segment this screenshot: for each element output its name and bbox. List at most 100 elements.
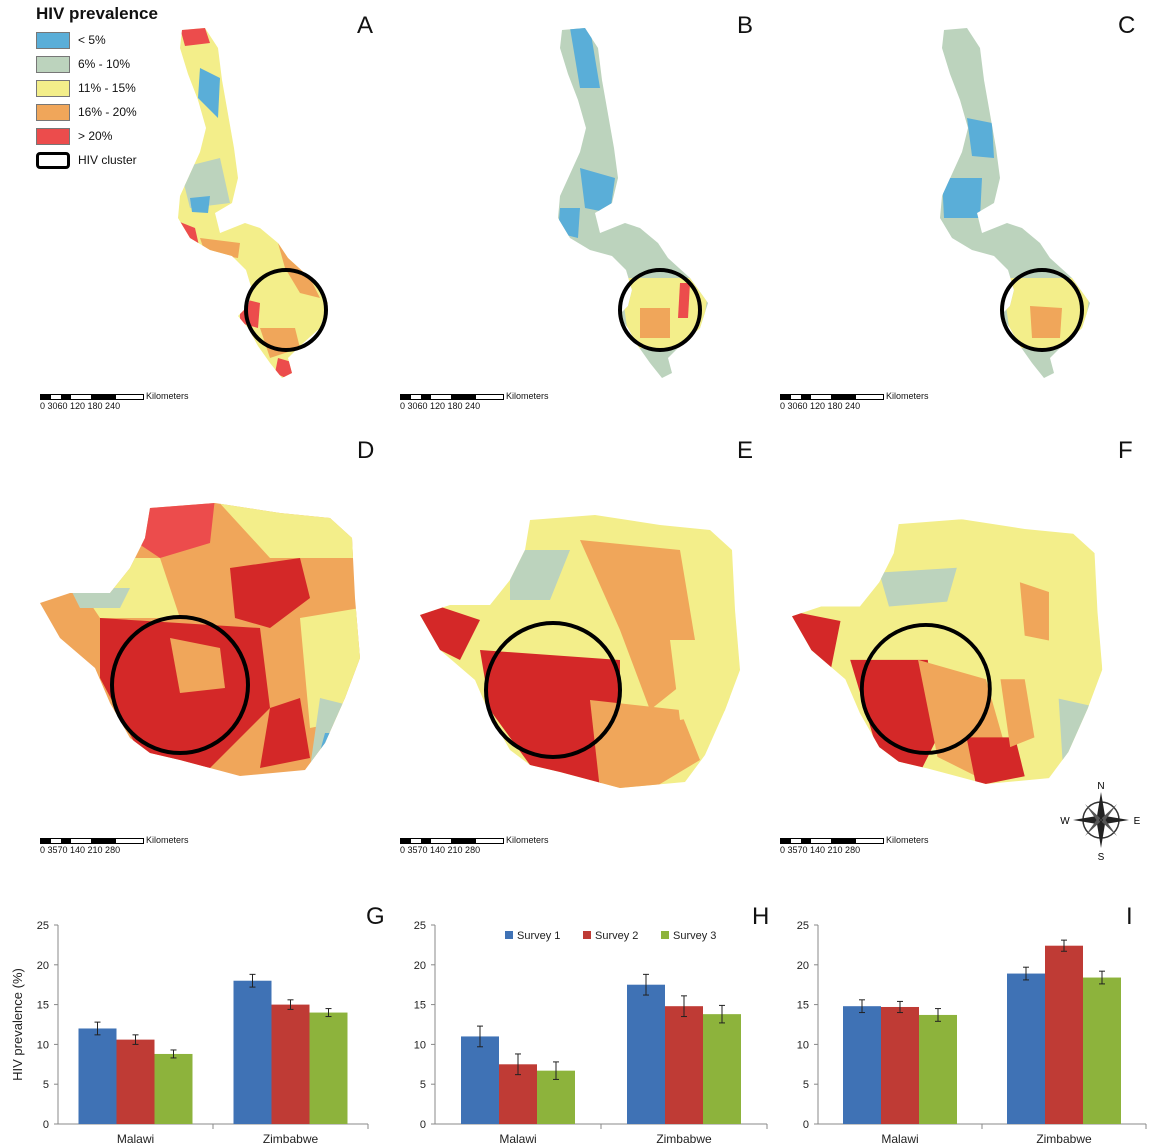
legend-swatch <box>36 31 70 49</box>
legend-item: < 5% <box>36 28 186 52</box>
legend-item: HIV cluster <box>36 148 186 172</box>
hiv-cluster-circle <box>110 615 250 755</box>
bar <box>665 1006 703 1124</box>
compass-w: W <box>1060 816 1070 827</box>
compass-n: N <box>1097 781 1104 792</box>
legend-swatch <box>36 127 70 145</box>
scale-unit: Kilometers <box>886 835 929 845</box>
bar <box>233 980 272 1124</box>
y-tick-label: 5 <box>803 1079 809 1091</box>
panel-label-b: B <box>737 12 754 39</box>
legend-label: 16% - 20% <box>78 105 137 119</box>
legend-item: 16% - 20% <box>36 100 186 124</box>
legend-label: Survey 2 <box>595 930 638 942</box>
bar <box>1045 945 1083 1124</box>
legend-label: 6% - 10% <box>78 57 131 71</box>
scale-unit: Kilometers <box>506 835 549 845</box>
y-tick-label: 0 <box>420 1119 426 1131</box>
scale-ticks: 0 3570 140 210 280 <box>40 845 121 855</box>
legend-item: 6% - 10% <box>36 52 186 76</box>
y-tick-label: 0 <box>803 1119 809 1131</box>
bar <box>309 1012 348 1124</box>
y-tick-label: 15 <box>37 1000 49 1012</box>
scale-ticks: 0 3060 120 180 240 <box>400 401 481 411</box>
y-tick-label: 15 <box>797 1000 809 1012</box>
legend-swatch <box>661 931 669 939</box>
y-tick-label: 5 <box>420 1079 426 1091</box>
legend-swatch <box>36 55 70 73</box>
bar-chart-h: 0 5 10 15 20 25 Malawi Zimbabwe Survey 1 Survey 2… <box>414 920 768 1146</box>
x-category-label: Zimbabwe <box>1036 1132 1092 1146</box>
scale-unit: Kilometers <box>146 835 189 845</box>
panel-label-f: F <box>1118 437 1133 464</box>
y-tick-label: 20 <box>797 960 809 972</box>
scale-ticks: 0 3570 140 210 280 <box>400 845 481 855</box>
x-category-label: Malawi <box>499 1132 536 1146</box>
bar <box>116 1039 155 1124</box>
bar <box>271 1004 310 1124</box>
bar <box>1083 977 1121 1124</box>
legend-item: > 20% <box>36 124 186 148</box>
bar <box>843 1006 881 1124</box>
panel-label-i: I <box>1126 903 1133 930</box>
legend-label: Survey 1 <box>517 930 560 942</box>
scale-unit: Kilometers <box>506 391 549 401</box>
zimbabwe-map-e <box>420 515 740 788</box>
y-tick-label: 25 <box>37 920 49 932</box>
legend-label: 11% - 15% <box>78 81 136 95</box>
zimbabwe-map-f <box>792 519 1103 784</box>
y-tick-label: 10 <box>414 1039 426 1051</box>
bar <box>78 1028 117 1124</box>
scale-bar-e: Kilometers 0 3570 140 210 280 <box>400 835 560 860</box>
scale-bar-d: Kilometers 0 3570 140 210 280 <box>40 835 200 860</box>
legend-label: > 20% <box>78 129 113 143</box>
malawi-map-a <box>178 28 328 378</box>
scale-bar-b: Kilometers 0 3060 120 180 240 <box>400 391 560 416</box>
legend-swatch <box>583 931 591 939</box>
legend-label: HIV cluster <box>78 153 137 167</box>
panel-label-h: H <box>752 903 770 930</box>
bar-chart-g: 0 5 10 15 20 25 Malawi Zimbabwe HIV prevalence (… <box>10 920 369 1146</box>
bar <box>881 1006 919 1124</box>
y-tick-label: 10 <box>37 1039 49 1051</box>
malawi-map-b <box>558 28 708 378</box>
bar <box>627 984 665 1124</box>
legend-label: Survey 3 <box>673 930 716 942</box>
bar <box>154 1053 193 1124</box>
scale-ticks: 0 3060 120 180 240 <box>780 401 861 411</box>
y-tick-label: 15 <box>414 1000 426 1012</box>
x-category-label: Zimbabwe <box>263 1132 319 1146</box>
legend-item: 11% - 15% <box>36 76 186 100</box>
panel-label-e: E <box>737 437 754 464</box>
hiv-cluster-circle <box>1000 268 1084 352</box>
scale-ticks: 0 3060 120 180 240 <box>40 401 121 411</box>
legend-cluster-swatch <box>36 151 70 169</box>
y-tick-label: 0 <box>43 1119 49 1131</box>
y-tick-label: 10 <box>797 1039 809 1051</box>
scale-bar-f: Kilometers 0 3570 140 210 280 <box>780 835 940 860</box>
compass-rose-icon: N S W E <box>1060 781 1140 862</box>
hiv-cluster-circle <box>859 623 992 755</box>
hiv-cluster-circle <box>618 268 702 352</box>
y-tick-label: 20 <box>414 960 426 972</box>
scale-bar-a: Kilometers 0 3060 120 180 240 <box>40 391 200 416</box>
x-category-label: Malawi <box>117 1132 154 1146</box>
scale-unit: Kilometers <box>886 391 929 401</box>
y-tick-label: 25 <box>797 920 809 932</box>
compass-s: S <box>1098 852 1105 862</box>
scale-unit: Kilometers <box>146 391 189 401</box>
legend-title: HIV prevalence <box>36 4 158 23</box>
hiv-cluster-circle <box>484 621 622 759</box>
legend-swatch <box>36 79 70 97</box>
y-axis-label: HIV prevalence (%) <box>10 968 25 1081</box>
bar <box>461 1036 499 1124</box>
hiv-cluster-circle <box>244 268 328 352</box>
legend-swatch <box>505 931 513 939</box>
panel-label-c: C <box>1118 12 1136 39</box>
panel-label-g: G <box>366 903 385 930</box>
bar <box>1007 973 1045 1124</box>
bar-chart-i: 0 5 10 15 20 25 Malawi Zimbabwe <box>797 920 1147 1146</box>
x-category-label: Zimbabwe <box>656 1132 712 1146</box>
y-tick-label: 20 <box>37 960 49 972</box>
legend-swatch <box>36 103 70 121</box>
